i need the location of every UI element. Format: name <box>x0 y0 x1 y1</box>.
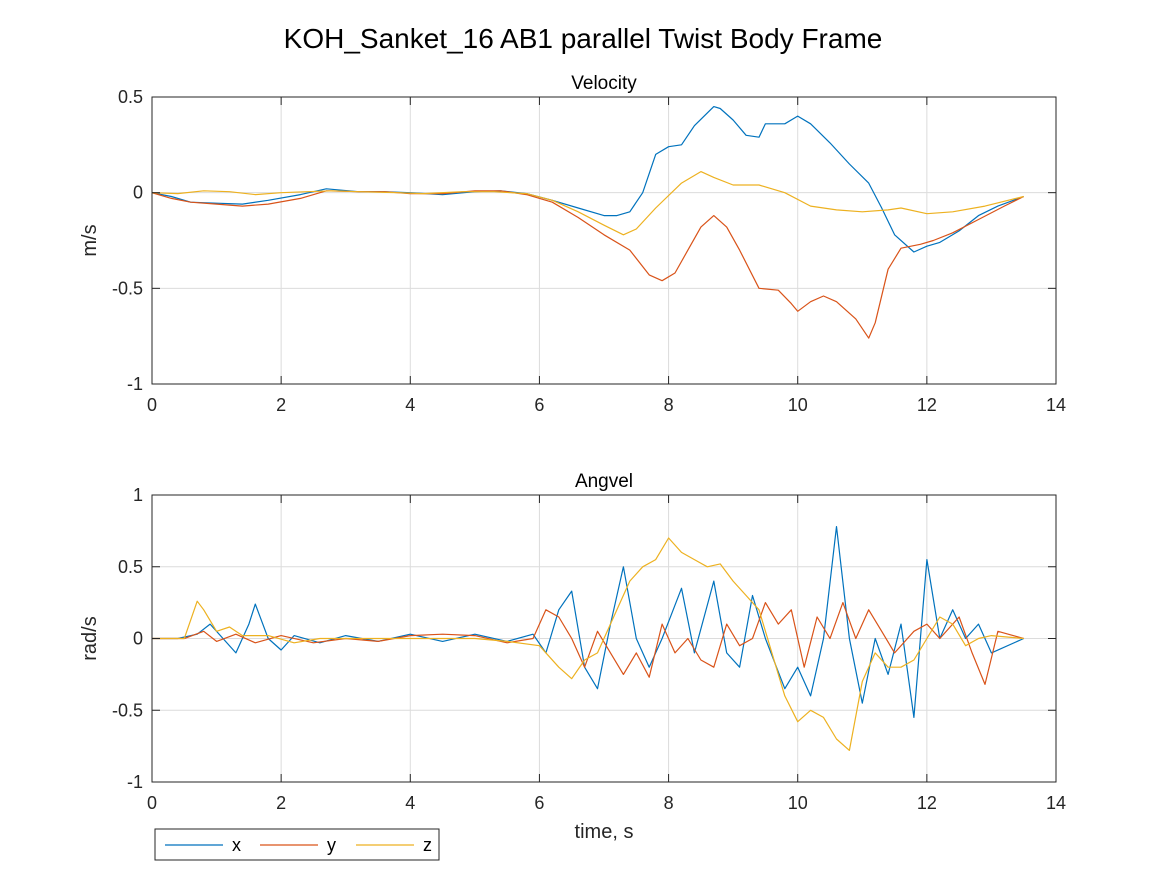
x-tick-label: 10 <box>788 793 808 813</box>
y-tick-label: 0.5 <box>118 87 143 107</box>
subplot-title: Velocity <box>571 73 637 94</box>
y-tick-label: -1 <box>127 772 143 792</box>
figure-title: KOH_Sanket_16 AB1 parallel Twist Body Fr… <box>284 23 883 54</box>
legend-label-y: y <box>327 835 336 855</box>
legend-label-x: x <box>232 835 241 855</box>
series-group <box>152 106 1024 339</box>
x-tick-label: 12 <box>917 793 937 813</box>
plot-area <box>151 96 1057 385</box>
y-tick-label: 1 <box>133 485 143 505</box>
series-group <box>152 526 1024 751</box>
axes-border <box>151 96 1057 385</box>
x-tick-label: 12 <box>917 395 937 415</box>
series-line-x <box>152 526 1024 718</box>
x-tick-label: 14 <box>1046 793 1066 813</box>
x-tick-label: 8 <box>664 793 674 813</box>
subplot-angvel: 0 2 4 6 8 10 12 14 -1 -0.5 0 0.5 1 Angvel rad/s time, s <box>79 471 1066 843</box>
y-tick-label: -1 <box>127 374 143 394</box>
legend: x y z <box>154 828 440 861</box>
x-tick-label: 10 <box>788 395 808 415</box>
x-tick-label: 2 <box>276 395 286 415</box>
x-tick-label: 8 <box>664 395 674 415</box>
subplot-title: Angvel <box>575 471 633 492</box>
x-tick-label: 14 <box>1046 395 1066 415</box>
subplot-velocity: 0 2 4 6 8 10 12 14 -1 -0.5 0 0.5 Velocity m/s <box>79 73 1066 415</box>
series-line-x <box>152 106 1024 253</box>
y-tick-label: -0.5 <box>112 278 143 298</box>
y-tick-label: 0 <box>133 183 143 203</box>
x-tick-label: 6 <box>534 395 544 415</box>
x-tick-label: 0 <box>147 395 157 415</box>
y-tick-label: 0 <box>133 629 143 649</box>
x-tick-label: 4 <box>405 395 415 415</box>
x-tick-label: 6 <box>534 793 544 813</box>
x-tick-label: 4 <box>405 793 415 813</box>
series-line-z <box>152 171 1024 236</box>
x-tick-label: 0 <box>147 793 157 813</box>
legend-label-z: z <box>423 835 432 855</box>
y-axis-label: m/s <box>79 224 101 256</box>
x-tick-label: 2 <box>276 793 286 813</box>
y-tick-label: -0.5 <box>112 700 143 720</box>
series-line-y <box>152 602 1024 685</box>
x-axis-label: time, s <box>575 821 634 843</box>
y-tick-label: 0.5 <box>118 557 143 577</box>
y-axis-label: rad/s <box>79 616 101 660</box>
series-line-z <box>152 537 1024 751</box>
